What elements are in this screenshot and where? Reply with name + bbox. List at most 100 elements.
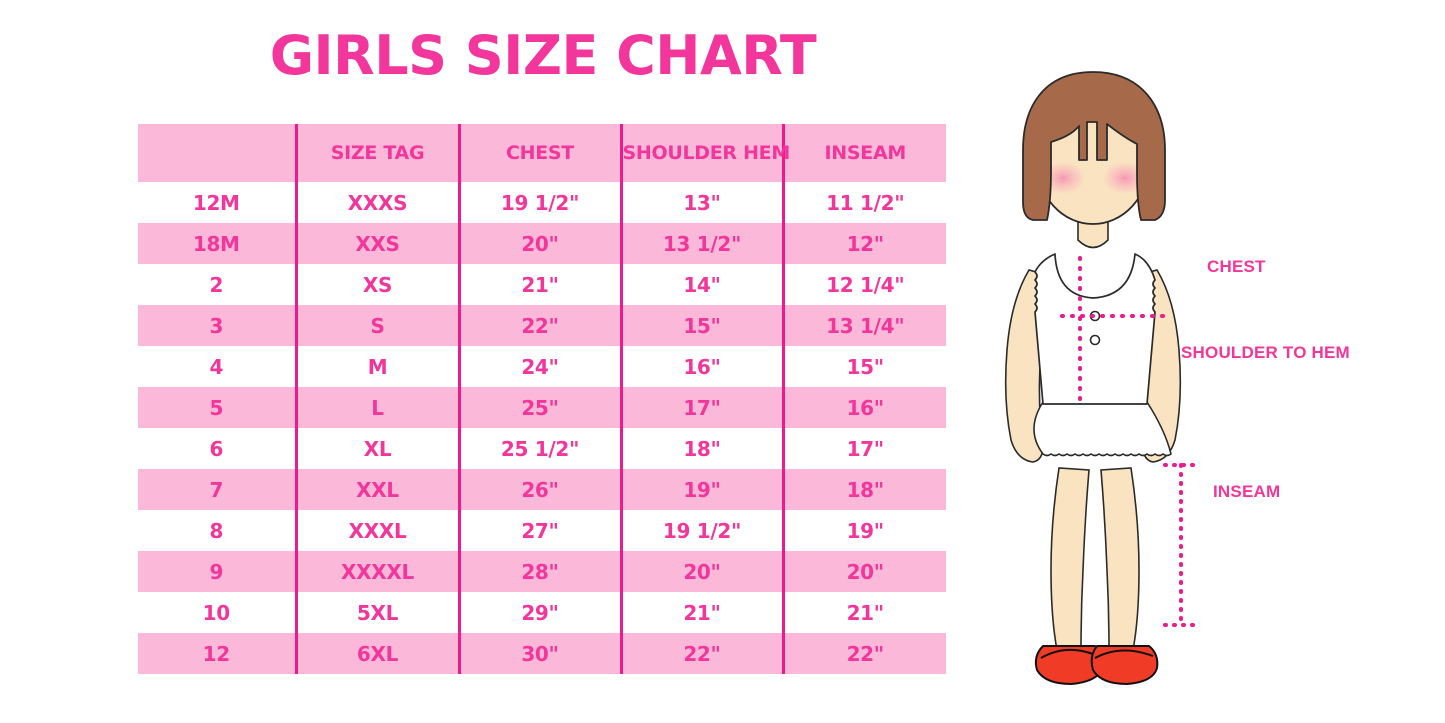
measurement-cell: 19" (619, 469, 783, 510)
skirt-group (1033, 401, 1172, 457)
column-header-0 (138, 124, 296, 182)
shoe-strap-right (1094, 649, 1154, 659)
hair (1022, 71, 1166, 221)
measurement-cell: 11 1/2" (781, 182, 946, 223)
measurement-cell: 22" (457, 305, 621, 346)
table-header-row: SIZE TAG CHEST SHOULDER HEM INSEAM (138, 124, 946, 182)
size-cell: 12 (138, 633, 296, 674)
size-cell: 6 (138, 428, 296, 469)
size-cell: 7 (138, 469, 296, 510)
leg-left (1050, 467, 1090, 651)
measurement-cell: 25 1/2" (457, 428, 621, 469)
table-row: 18M XXS 20" 13 1/2" 12" (138, 223, 946, 264)
table-row: 12M XXXS 19 1/2" 13" 11 1/2" (138, 182, 946, 223)
measurement-cell: 24" (457, 346, 621, 387)
measurement-cell: 17" (781, 428, 946, 469)
measurement-cell: 27" (457, 510, 621, 551)
measurement-cell: 20" (457, 223, 621, 264)
measurement-guides (1060, 256, 1199, 627)
measurement-cell: 25" (457, 387, 621, 428)
size-cell: 18M (138, 223, 296, 264)
skirt (1033, 401, 1172, 457)
measurement-cell: 6XL (294, 633, 459, 674)
chest-label: CHEST (1207, 257, 1266, 276)
measurement-cell: 20" (781, 551, 946, 592)
shoes-group (1034, 645, 1159, 685)
blush-left (1041, 162, 1085, 194)
column-header-4: INSEAM (781, 124, 946, 182)
measurement-cell: 19 1/2" (457, 182, 621, 223)
girl-measurement-illustration: CHEST SHOULDER TO HEM INSEAM (985, 50, 1445, 700)
button-lower (1089, 334, 1101, 346)
measurement-cell: 12 1/4" (781, 264, 946, 305)
measurement-cell: 22" (781, 633, 946, 674)
measurement-cell: XL (294, 428, 459, 469)
shoe-right (1090, 645, 1159, 685)
measurement-cell: 13" (619, 182, 783, 223)
measurement-cell: 15" (619, 305, 783, 346)
measurement-cell: 5XL (294, 592, 459, 633)
measurement-cell: 15" (781, 346, 946, 387)
leg-right (1100, 467, 1140, 651)
measurement-cell: S (294, 305, 459, 346)
table-row: 2 XS 21" 14" 12 1/4" (138, 264, 946, 305)
measurement-cell: 18" (781, 469, 946, 510)
measurement-cell: XS (294, 264, 459, 305)
size-cell: 12M (138, 182, 296, 223)
blush-right (1103, 162, 1147, 194)
measurement-cell: XXXL (294, 510, 459, 551)
girl-figure-svg (1004, 71, 1199, 685)
measurement-cell: 13 1/2" (619, 223, 783, 264)
measurement-cell: 28" (457, 551, 621, 592)
measurement-cell: M (294, 346, 459, 387)
measurement-cell: 26" (457, 469, 621, 510)
measurement-cell: 13 1/4" (781, 305, 946, 346)
measurement-cell: 29" (457, 592, 621, 633)
table-row: 10 5XL 29" 21" 21" (138, 592, 946, 633)
size-cell: 2 (138, 264, 296, 305)
column-header-2: CHEST (457, 124, 621, 182)
shoe-strap-left (1040, 648, 1094, 659)
size-cell: 10 (138, 592, 296, 633)
measurement-cell: 14" (619, 264, 783, 305)
table-row: 12 6XL 30" 22" 22" (138, 633, 946, 674)
size-cell: 9 (138, 551, 296, 592)
page-title: GIRLS SIZE CHART (269, 24, 817, 87)
table-row: 3 S 22" 15" 13 1/4" (138, 305, 946, 346)
measurement-cell: 20" (619, 551, 783, 592)
tank-top (1034, 253, 1156, 405)
size-chart-table: SIZE TAG CHEST SHOULDER HEM INSEAM 12M XXXS 19… (138, 124, 946, 674)
measurement-cell: 22" (619, 633, 783, 674)
head-group (1022, 71, 1166, 249)
measurement-cell: 18" (619, 428, 783, 469)
table-row: 7 XXL 26" 19" 18" (138, 469, 946, 510)
top-group (1034, 253, 1156, 405)
measurement-cell: XXL (294, 469, 459, 510)
column-header-3: SHOULDER HEM (619, 124, 790, 182)
measurement-cell: L (294, 387, 459, 428)
measurement-cell: XXXS (294, 182, 459, 223)
measurement-cell: 16" (781, 387, 946, 428)
legs-group (1050, 467, 1140, 651)
table-row: 9 XXXXL 28" 20" 20" (138, 551, 946, 592)
size-cell: 5 (138, 387, 296, 428)
table-row: 6 XL 25 1/2" 18" 17" (138, 428, 946, 469)
table-row: 4 M 24" 16" 15" (138, 346, 946, 387)
measurement-cell: 19 1/2" (619, 510, 783, 551)
measurement-cell: 16" (619, 346, 783, 387)
measurement-cell: 19" (781, 510, 946, 551)
measurement-cell: XXXXL (294, 551, 459, 592)
table-row: 5 L 25" 17" 16" (138, 387, 946, 428)
shoulder-to-hem-label: SHOULDER TO HEM (1181, 343, 1350, 362)
table-row: 8 XXXL 27" 19 1/2" 19" (138, 510, 946, 551)
measurement-cell: 21" (781, 592, 946, 633)
size-cell: 8 (138, 510, 296, 551)
column-header-1: SIZE TAG (294, 124, 459, 182)
measurement-cell: XXS (294, 223, 459, 264)
size-cell: 4 (138, 346, 296, 387)
measurement-cell: 17" (619, 387, 783, 428)
inseam-label: INSEAM (1213, 482, 1281, 501)
measurement-cell: 21" (619, 592, 783, 633)
size-cell: 3 (138, 305, 296, 346)
measurement-cell: 30" (457, 633, 621, 674)
